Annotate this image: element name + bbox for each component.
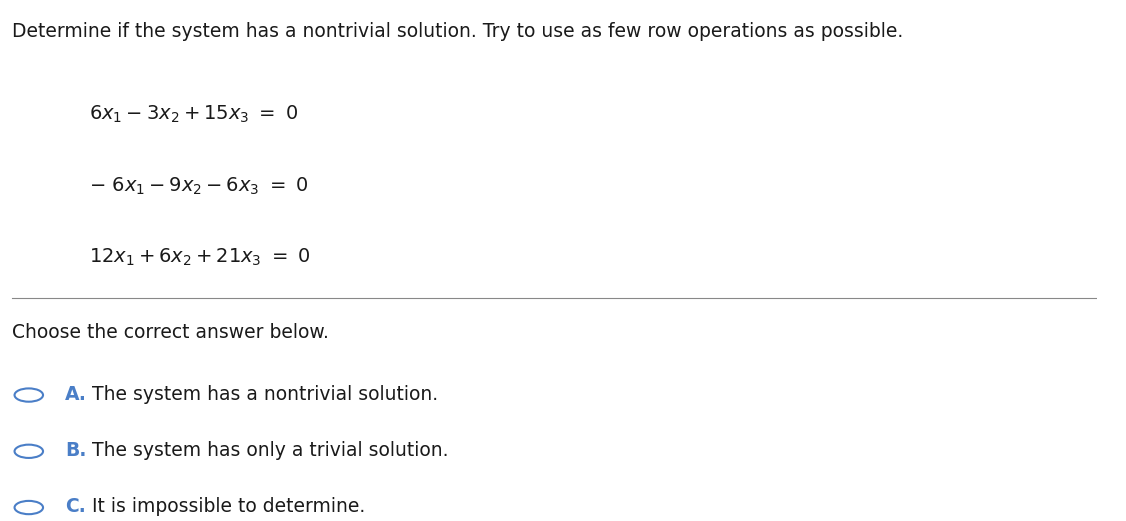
Text: It is impossible to determine.: It is impossible to determine. — [92, 498, 366, 516]
Text: The system has only a trivial solution.: The system has only a trivial solution. — [92, 441, 449, 460]
Text: The system has a nontrivial solution.: The system has a nontrivial solution. — [92, 385, 438, 404]
Text: $6x_1 - 3x_2 + 15x_3\  =\ 0$: $6x_1 - 3x_2 + 15x_3\ =\ 0$ — [89, 104, 298, 125]
Text: Choose the correct answer below.: Choose the correct answer below. — [12, 324, 329, 342]
Text: $-\ 6x_1 - 9x_2 - 6x_3\  =\ 0$: $-\ 6x_1 - 9x_2 - 6x_3\ =\ 0$ — [89, 175, 309, 196]
Text: Determine if the system has a nontrivial solution. Try to use as few row operati: Determine if the system has a nontrivial… — [12, 22, 903, 41]
Text: $12x_1 + 6x_2 + 21x_3\  =\ 0$: $12x_1 + 6x_2 + 21x_3\ =\ 0$ — [89, 247, 311, 268]
Text: B.: B. — [65, 441, 87, 460]
Text: C.: C. — [65, 498, 86, 516]
Text: A.: A. — [65, 385, 87, 404]
